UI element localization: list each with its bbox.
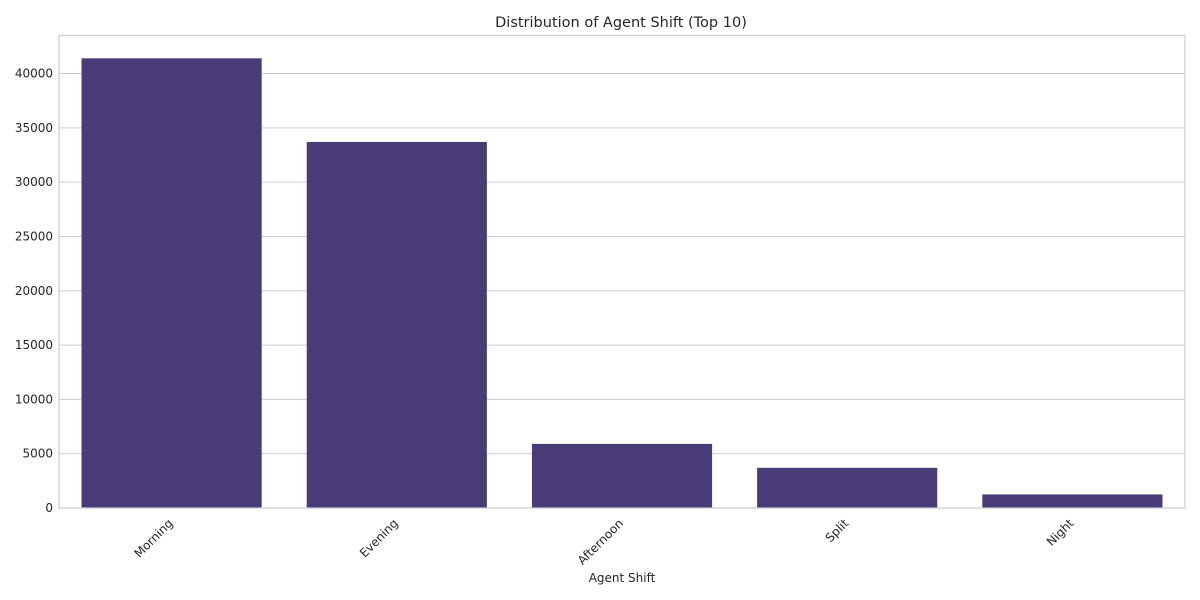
- y-tick-label: 40000: [15, 67, 53, 81]
- chart-title: Distribution of Agent Shift (Top 10): [495, 15, 747, 31]
- y-axis-ticks: 0 5000 10000 15000 20000 25000 30000 35000 40000: [15, 67, 53, 515]
- y-tick-label: 5000: [22, 447, 53, 461]
- plot-frame: [58, 34, 1186, 509]
- x-tick-label: Split: [823, 516, 852, 545]
- bar-split: [757, 467, 938, 508]
- x-tick-label: Evening: [357, 516, 401, 560]
- y-tick-label: 35000: [15, 121, 53, 135]
- bar-night: [982, 494, 1163, 508]
- bar-afternoon: [531, 443, 713, 508]
- y-tick-label: 20000: [15, 284, 53, 298]
- bar-evening: [306, 141, 487, 508]
- x-tick-label: Morning: [131, 516, 175, 560]
- x-axis-label: Agent Shift: [589, 571, 656, 585]
- y-tick-label: 0: [45, 501, 53, 515]
- bars: [81, 58, 1163, 509]
- y-tick-label: 10000: [15, 392, 53, 406]
- y-tick-label: 15000: [15, 338, 53, 352]
- y-tick-label: 30000: [15, 175, 53, 189]
- x-tick-label: Afternoon: [575, 516, 626, 567]
- y-tick-label: 25000: [15, 229, 53, 243]
- bar-morning: [81, 58, 262, 509]
- x-axis-ticks: Morning Evening Afternoon Split Night: [131, 516, 1076, 567]
- x-tick-label: Night: [1044, 516, 1077, 549]
